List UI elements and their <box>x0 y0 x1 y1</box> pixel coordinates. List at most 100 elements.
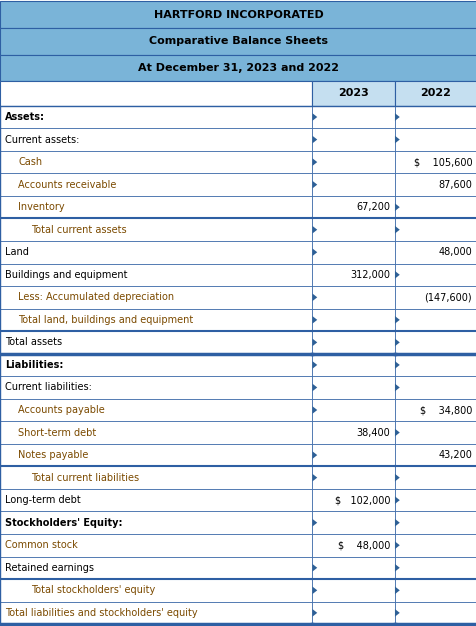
Bar <box>312 218 394 241</box>
Bar <box>312 241 394 264</box>
Bar <box>312 81 394 106</box>
Bar <box>0 106 312 128</box>
Polygon shape <box>312 564 317 572</box>
Text: Accounts receivable: Accounts receivable <box>18 180 116 190</box>
Bar <box>394 331 476 354</box>
Polygon shape <box>312 609 317 617</box>
Bar <box>312 354 394 376</box>
Polygon shape <box>394 316 399 324</box>
Bar <box>394 286 476 309</box>
Polygon shape <box>312 294 317 301</box>
Bar <box>0 309 312 331</box>
Bar <box>312 489 394 511</box>
Bar <box>394 421 476 444</box>
Bar <box>0 81 312 106</box>
Bar <box>0 173 312 196</box>
Bar <box>0 579 312 602</box>
Bar <box>0 489 312 511</box>
Bar <box>394 173 476 196</box>
Polygon shape <box>394 587 399 594</box>
Bar <box>394 354 476 376</box>
Text: $    48,000: $ 48,000 <box>337 540 389 550</box>
Text: (147,600): (147,600) <box>424 292 471 302</box>
Bar <box>312 444 394 466</box>
Bar <box>0 286 312 309</box>
Bar <box>0 264 312 286</box>
Polygon shape <box>312 316 317 324</box>
Bar <box>394 602 476 624</box>
Bar <box>312 264 394 286</box>
Text: 87,600: 87,600 <box>437 180 471 190</box>
Bar <box>312 557 394 579</box>
Bar <box>0 511 312 534</box>
Text: 67,200: 67,200 <box>356 202 389 212</box>
Bar <box>0 106 476 624</box>
Polygon shape <box>312 406 317 414</box>
Bar <box>0 354 312 376</box>
Bar <box>312 602 394 624</box>
Text: 2023: 2023 <box>337 88 368 98</box>
Bar <box>394 534 476 557</box>
Text: 2022: 2022 <box>420 88 450 98</box>
Bar <box>394 218 476 241</box>
Bar <box>312 466 394 489</box>
Text: Less: Accumulated depreciation: Less: Accumulated depreciation <box>18 292 174 302</box>
Bar <box>0 331 312 354</box>
Text: Accounts payable: Accounts payable <box>18 405 105 415</box>
Text: Retained earnings: Retained earnings <box>5 563 94 573</box>
Bar <box>394 399 476 421</box>
Polygon shape <box>394 496 399 504</box>
Bar <box>0 602 312 624</box>
Bar <box>394 466 476 489</box>
Bar <box>0 1 476 28</box>
Text: Stockholders' Equity:: Stockholders' Equity: <box>5 518 122 528</box>
Text: Buildings and equipment: Buildings and equipment <box>5 270 127 280</box>
Text: Total liabilities and stockholders' equity: Total liabilities and stockholders' equi… <box>5 608 197 618</box>
Text: Notes payable: Notes payable <box>18 450 89 460</box>
Polygon shape <box>312 181 317 188</box>
Bar <box>394 376 476 399</box>
Bar <box>312 196 394 218</box>
Polygon shape <box>394 113 399 121</box>
Text: 312,000: 312,000 <box>349 270 389 280</box>
Text: Liabilities:: Liabilities: <box>5 360 63 370</box>
Bar <box>312 286 394 309</box>
Bar <box>394 81 476 106</box>
Bar <box>394 557 476 579</box>
Polygon shape <box>394 226 399 233</box>
Text: Comparative Balance Sheets: Comparative Balance Sheets <box>149 36 327 46</box>
Bar <box>0 421 312 444</box>
Polygon shape <box>312 339 317 346</box>
Bar <box>0 534 312 557</box>
Polygon shape <box>312 158 317 166</box>
Text: 43,200: 43,200 <box>437 450 471 460</box>
Bar <box>312 106 394 128</box>
Text: Land: Land <box>5 247 29 257</box>
Text: Short-term debt: Short-term debt <box>18 428 96 438</box>
Bar <box>394 444 476 466</box>
Bar <box>394 264 476 286</box>
Text: $    105,600: $ 105,600 <box>413 157 471 167</box>
Bar <box>394 106 476 128</box>
Polygon shape <box>394 203 399 211</box>
Polygon shape <box>394 271 399 279</box>
Bar <box>394 511 476 534</box>
Polygon shape <box>394 136 399 143</box>
Text: $   102,000: $ 102,000 <box>334 495 389 505</box>
Bar <box>0 466 312 489</box>
Text: Cash: Cash <box>18 157 42 167</box>
Bar <box>394 196 476 218</box>
Polygon shape <box>312 519 317 526</box>
Text: Total assets: Total assets <box>5 337 62 347</box>
Polygon shape <box>394 519 399 526</box>
Bar <box>0 196 312 218</box>
Bar <box>0 557 312 579</box>
Text: Total stockholders' equity: Total stockholders' equity <box>31 585 155 595</box>
Text: At December 31, 2023 and 2022: At December 31, 2023 and 2022 <box>138 63 338 73</box>
Bar <box>0 218 312 241</box>
Polygon shape <box>394 384 399 391</box>
Polygon shape <box>394 429 399 436</box>
Polygon shape <box>312 451 317 459</box>
Text: $    34,800: $ 34,800 <box>419 405 471 415</box>
Bar <box>312 173 394 196</box>
